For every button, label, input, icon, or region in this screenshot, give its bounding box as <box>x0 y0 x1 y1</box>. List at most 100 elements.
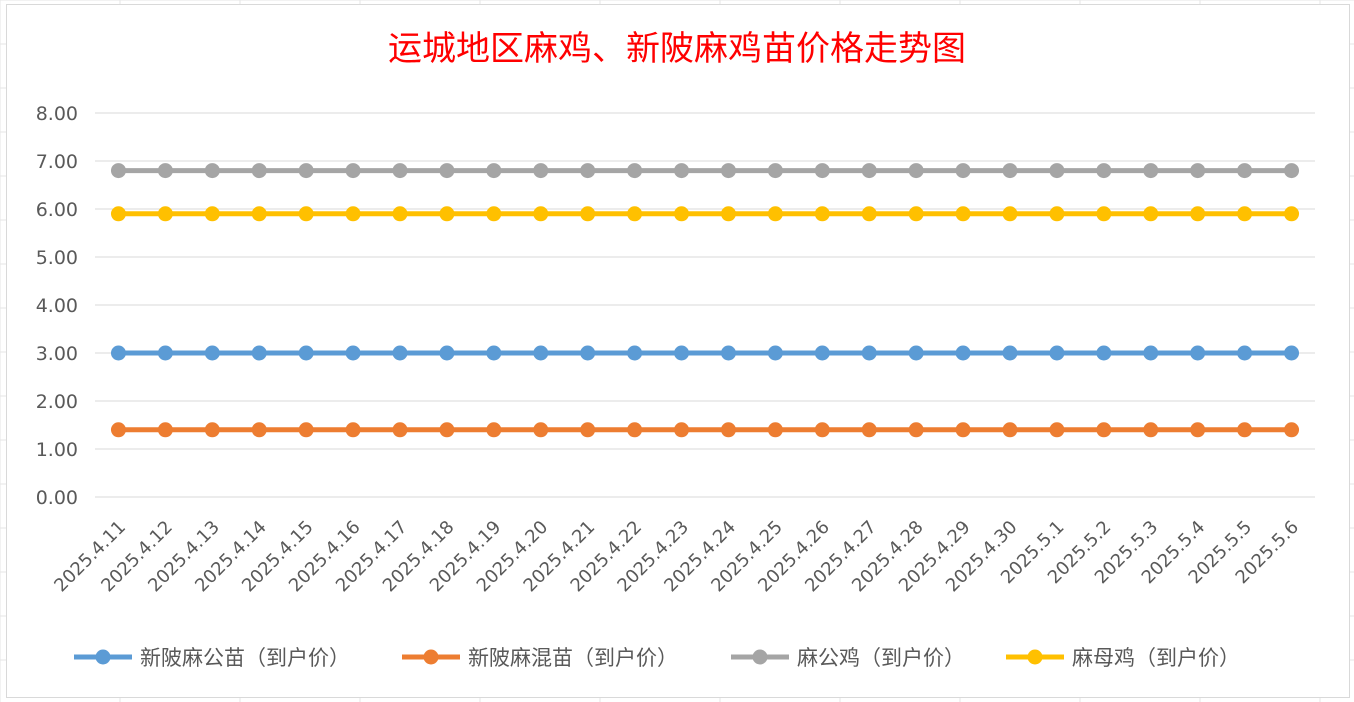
data-point <box>533 163 549 179</box>
data-point <box>486 163 502 179</box>
legend-swatch-marker <box>95 649 111 665</box>
data-point <box>1143 422 1159 438</box>
data-point <box>1096 345 1112 361</box>
data-point <box>580 345 596 361</box>
data-point <box>392 163 408 179</box>
data-point <box>439 206 455 222</box>
series-group <box>110 206 1300 222</box>
legend-swatch-marker <box>1027 649 1043 665</box>
data-point <box>157 163 173 179</box>
series-group <box>110 163 1300 179</box>
data-point <box>720 422 736 438</box>
data-point <box>392 206 408 222</box>
data-point <box>1049 163 1065 179</box>
data-point <box>157 206 173 222</box>
data-point <box>533 345 549 361</box>
data-point <box>908 422 924 438</box>
y-tick-label: 4.00 <box>36 295 78 317</box>
legend-label: 麻公鸡（到户价） <box>797 646 965 670</box>
data-point <box>298 345 314 361</box>
data-point <box>674 163 690 179</box>
data-point <box>251 345 267 361</box>
data-point <box>1143 206 1159 222</box>
data-point <box>814 422 830 438</box>
data-point <box>1049 422 1065 438</box>
data-point <box>1190 345 1206 361</box>
data-point <box>627 345 643 361</box>
data-point <box>908 163 924 179</box>
data-point <box>486 345 502 361</box>
data-point <box>345 345 361 361</box>
data-point <box>814 206 830 222</box>
data-point <box>1284 206 1300 222</box>
data-point <box>674 345 690 361</box>
data-point <box>439 422 455 438</box>
data-point <box>204 345 220 361</box>
data-point <box>1096 206 1112 222</box>
data-point <box>533 206 549 222</box>
data-point <box>204 206 220 222</box>
data-point <box>955 163 971 179</box>
data-point <box>298 422 314 438</box>
y-tick-label: 0.00 <box>36 487 78 509</box>
data-point <box>627 206 643 222</box>
data-point <box>674 206 690 222</box>
data-point <box>439 345 455 361</box>
data-point <box>1237 422 1253 438</box>
y-tick-label: 2.00 <box>36 391 78 413</box>
series-layer <box>110 163 1300 438</box>
legend-item: 麻公鸡（到户价） <box>731 646 965 670</box>
x-axis-ticks: 2025.4.112025.4.122025.4.132025.4.142025… <box>50 517 1303 597</box>
data-point <box>580 163 596 179</box>
legend-label: 新陂麻公苗（到户价） <box>140 646 350 670</box>
data-point <box>251 206 267 222</box>
data-point <box>110 345 126 361</box>
data-point <box>955 422 971 438</box>
data-point <box>861 422 877 438</box>
data-point <box>861 345 877 361</box>
data-point <box>720 345 736 361</box>
data-point <box>1002 422 1018 438</box>
y-tick-label: 5.00 <box>36 247 78 269</box>
data-point <box>1284 422 1300 438</box>
data-point <box>1237 206 1253 222</box>
data-point <box>674 422 690 438</box>
data-point <box>110 206 126 222</box>
data-point <box>298 163 314 179</box>
data-point <box>767 345 783 361</box>
data-point <box>345 422 361 438</box>
data-point <box>298 206 314 222</box>
data-point <box>1190 422 1206 438</box>
data-point <box>1237 345 1253 361</box>
data-point <box>627 422 643 438</box>
data-point <box>955 206 971 222</box>
data-point <box>1002 163 1018 179</box>
data-point <box>814 163 830 179</box>
data-point <box>110 422 126 438</box>
legend-item: 新陂麻公苗（到户价） <box>74 646 350 670</box>
data-point <box>908 206 924 222</box>
y-tick-label: 1.00 <box>36 439 78 461</box>
legend-swatch-marker <box>752 649 768 665</box>
data-point <box>720 163 736 179</box>
data-point <box>1237 163 1253 179</box>
series-group <box>110 422 1300 438</box>
data-point <box>861 163 877 179</box>
data-point <box>1284 163 1300 179</box>
legend-swatch-marker <box>423 649 439 665</box>
data-point <box>1049 206 1065 222</box>
data-point <box>1096 163 1112 179</box>
data-point <box>157 422 173 438</box>
data-point <box>251 163 267 179</box>
data-point <box>345 206 361 222</box>
data-point <box>1049 345 1065 361</box>
data-point <box>251 422 267 438</box>
data-point <box>204 422 220 438</box>
data-point <box>1143 345 1159 361</box>
y-tick-label: 7.00 <box>36 151 78 173</box>
y-tick-label: 3.00 <box>36 343 78 365</box>
data-point <box>1096 422 1112 438</box>
data-point <box>767 422 783 438</box>
y-tick-label: 8.00 <box>36 103 78 125</box>
